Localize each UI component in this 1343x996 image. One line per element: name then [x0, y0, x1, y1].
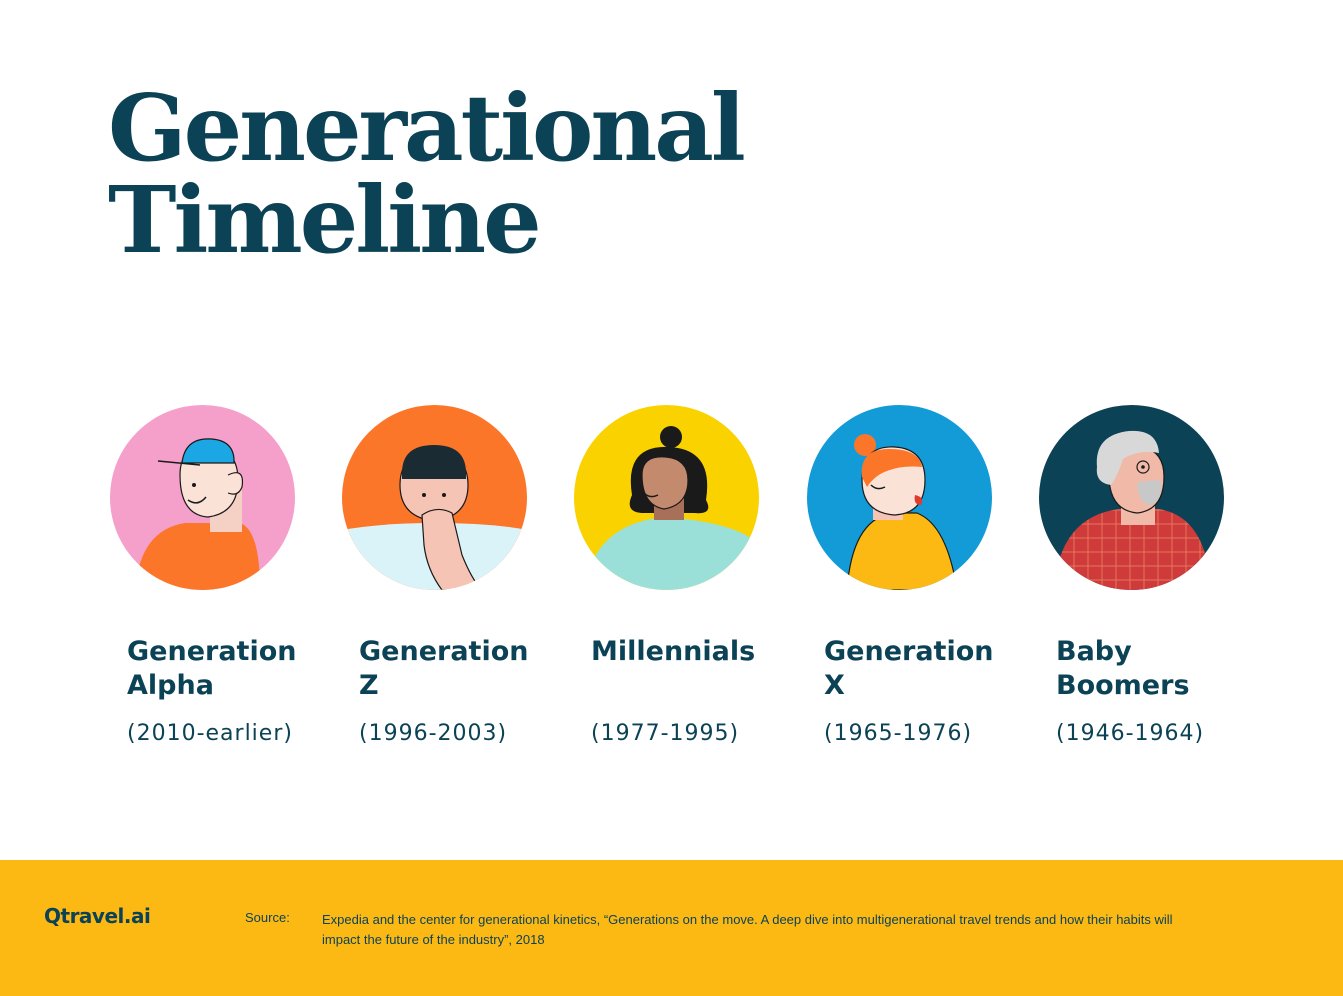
millennials-card: Millennials (1977-1995) — [574, 405, 774, 746]
source-text: Expedia and the center for generational … — [322, 912, 1173, 947]
title-line-1: Generational — [108, 74, 746, 182]
generation-x-years: (1965-1976) — [824, 721, 973, 746]
baby-boomers-years: (1946-1964) — [1056, 721, 1205, 746]
generation-z-card: Generation Z (1996-2003) — [342, 405, 542, 746]
generation-z-name: Generation Z — [359, 636, 529, 701]
millennials-name: Millennials — [591, 636, 756, 667]
baby-boomers-card: Baby Boomers (1946-1964) — [1039, 405, 1239, 746]
generation-z-years: (1996-2003) — [359, 721, 508, 746]
generation-alpha-card: Generation Alpha (2010-earlier) — [110, 405, 310, 746]
generation-x-name: Generation X — [824, 636, 994, 701]
baby-boomers-name: Baby Boomers — [1056, 636, 1190, 701]
generation-x-avatar-icon — [807, 405, 992, 590]
qtravel-logo: Qtravel.ai — [44, 904, 151, 928]
generation-alpha-years: (2010-earlier) — [127, 721, 293, 746]
generation-x-card: Generation X (1965-1976) — [807, 405, 1007, 746]
page-title: Generational Timeline — [108, 74, 746, 274]
footer: Qtravel.ai Source: Expedia and the cente… — [0, 860, 1343, 996]
generation-alpha-name: Generation Alpha — [127, 636, 297, 701]
millennials-years: (1977-1995) — [591, 721, 740, 746]
generation-alpha-avatar-icon — [110, 405, 295, 590]
title-line-2: Timeline — [108, 166, 542, 274]
generation-z-avatar-icon — [342, 405, 527, 590]
baby-boomers-avatar-icon — [1039, 405, 1224, 590]
millennials-avatar-icon — [574, 405, 759, 590]
source-label: Source: — [245, 910, 290, 925]
